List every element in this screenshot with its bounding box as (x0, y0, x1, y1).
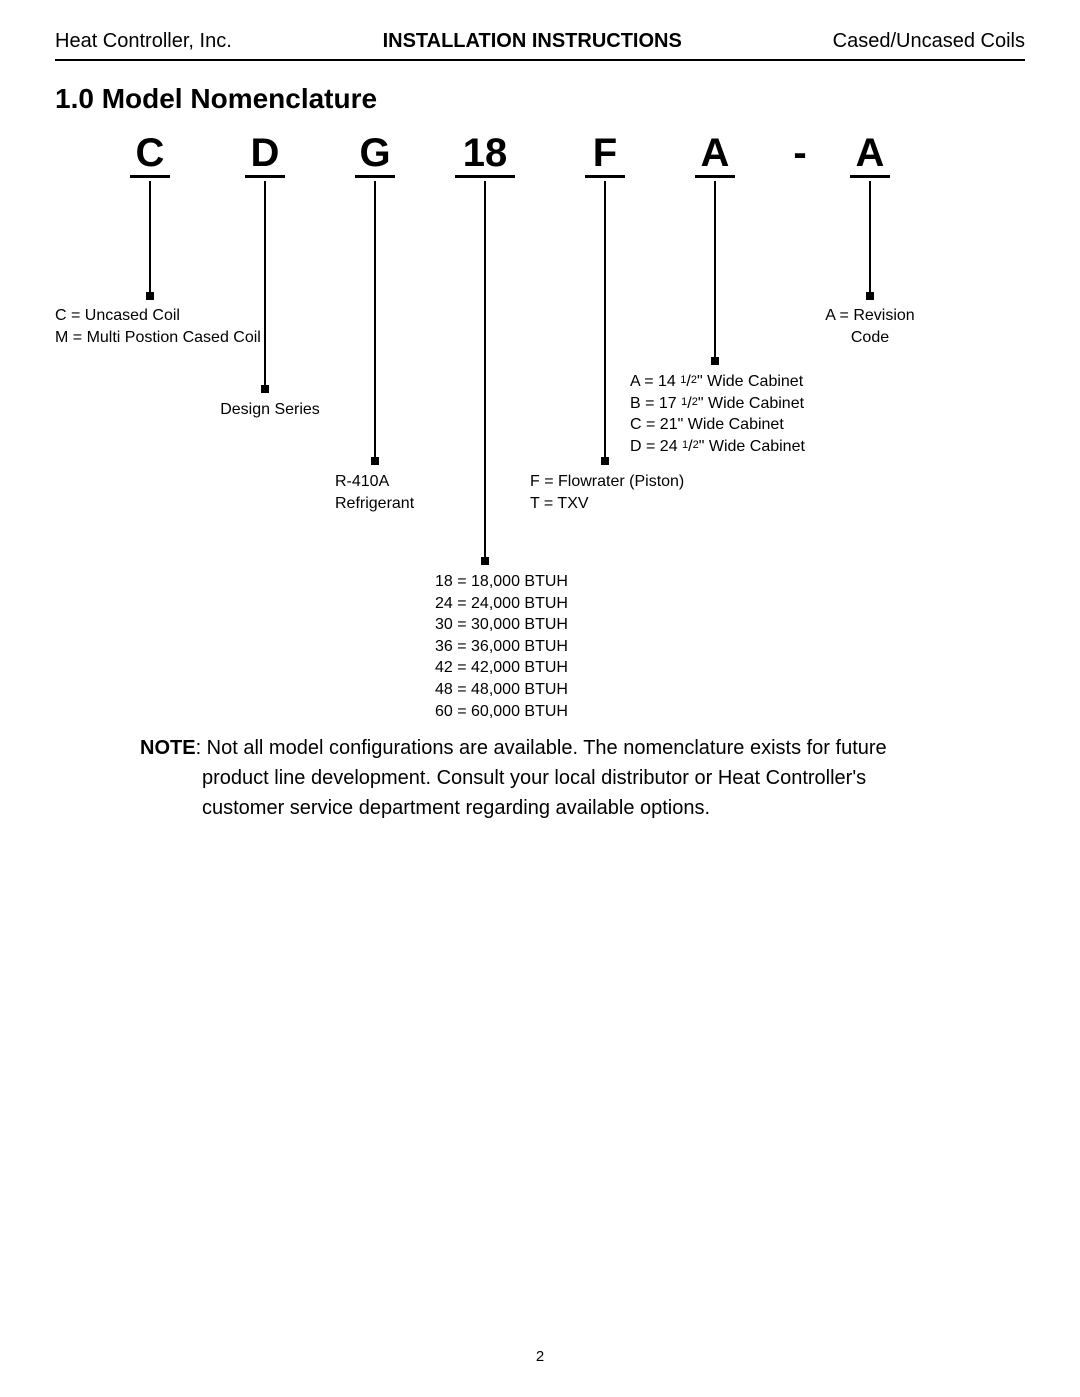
nomenclature-diagram: C C = Uncased Coil M = Multi Postion Case… (55, 133, 1025, 673)
code-description: A = Revision Code (805, 305, 935, 348)
code-position-18: 18 (455, 133, 515, 178)
leader-line (714, 181, 716, 361)
code-description: Design Series (210, 399, 330, 421)
code-position-A: A (850, 133, 890, 178)
leader-line (484, 181, 486, 561)
leader-line (604, 181, 606, 461)
leader-line (374, 181, 376, 461)
code-position-A: A (695, 133, 735, 178)
code-description: C = Uncased Coil M = Multi Postion Cased… (55, 305, 285, 348)
header-left: Heat Controller, Inc. (55, 30, 232, 53)
code-description: A = 14 1/2" Wide CabinetB = 17 1/2" Wide… (630, 371, 850, 457)
note-text: : Not all model configurations are avail… (196, 737, 887, 819)
code-description: 18 = 18,000 BTUH 24 = 24,000 BTUH 30 = 3… (435, 571, 625, 722)
code-position-D: D (245, 133, 285, 178)
code-description: R-410A Refrigerant (335, 471, 455, 514)
leader-line (149, 181, 151, 296)
header-right: Cased/Uncased Coils (833, 30, 1025, 53)
code-description: F = Flowrater (Piston) T = TXV (530, 471, 750, 514)
note-label: NOTE (140, 737, 196, 759)
header-center: INSTALLATION INSTRUCTIONS (383, 30, 682, 53)
section-title: 1.0 Model Nomenclature (55, 83, 1080, 115)
page-number: 2 (0, 1348, 1080, 1365)
code-position-C: C (130, 133, 170, 178)
code-position-G: G (355, 133, 395, 178)
leader-line (869, 181, 871, 296)
note-block: NOTE: Not all model configurations are a… (140, 733, 950, 823)
code-position-F: F (585, 133, 625, 178)
leader-line (264, 181, 266, 389)
page-header: Heat Controller, Inc. INSTALLATION INSTR… (55, 0, 1025, 61)
code-position--: - (790, 133, 810, 175)
